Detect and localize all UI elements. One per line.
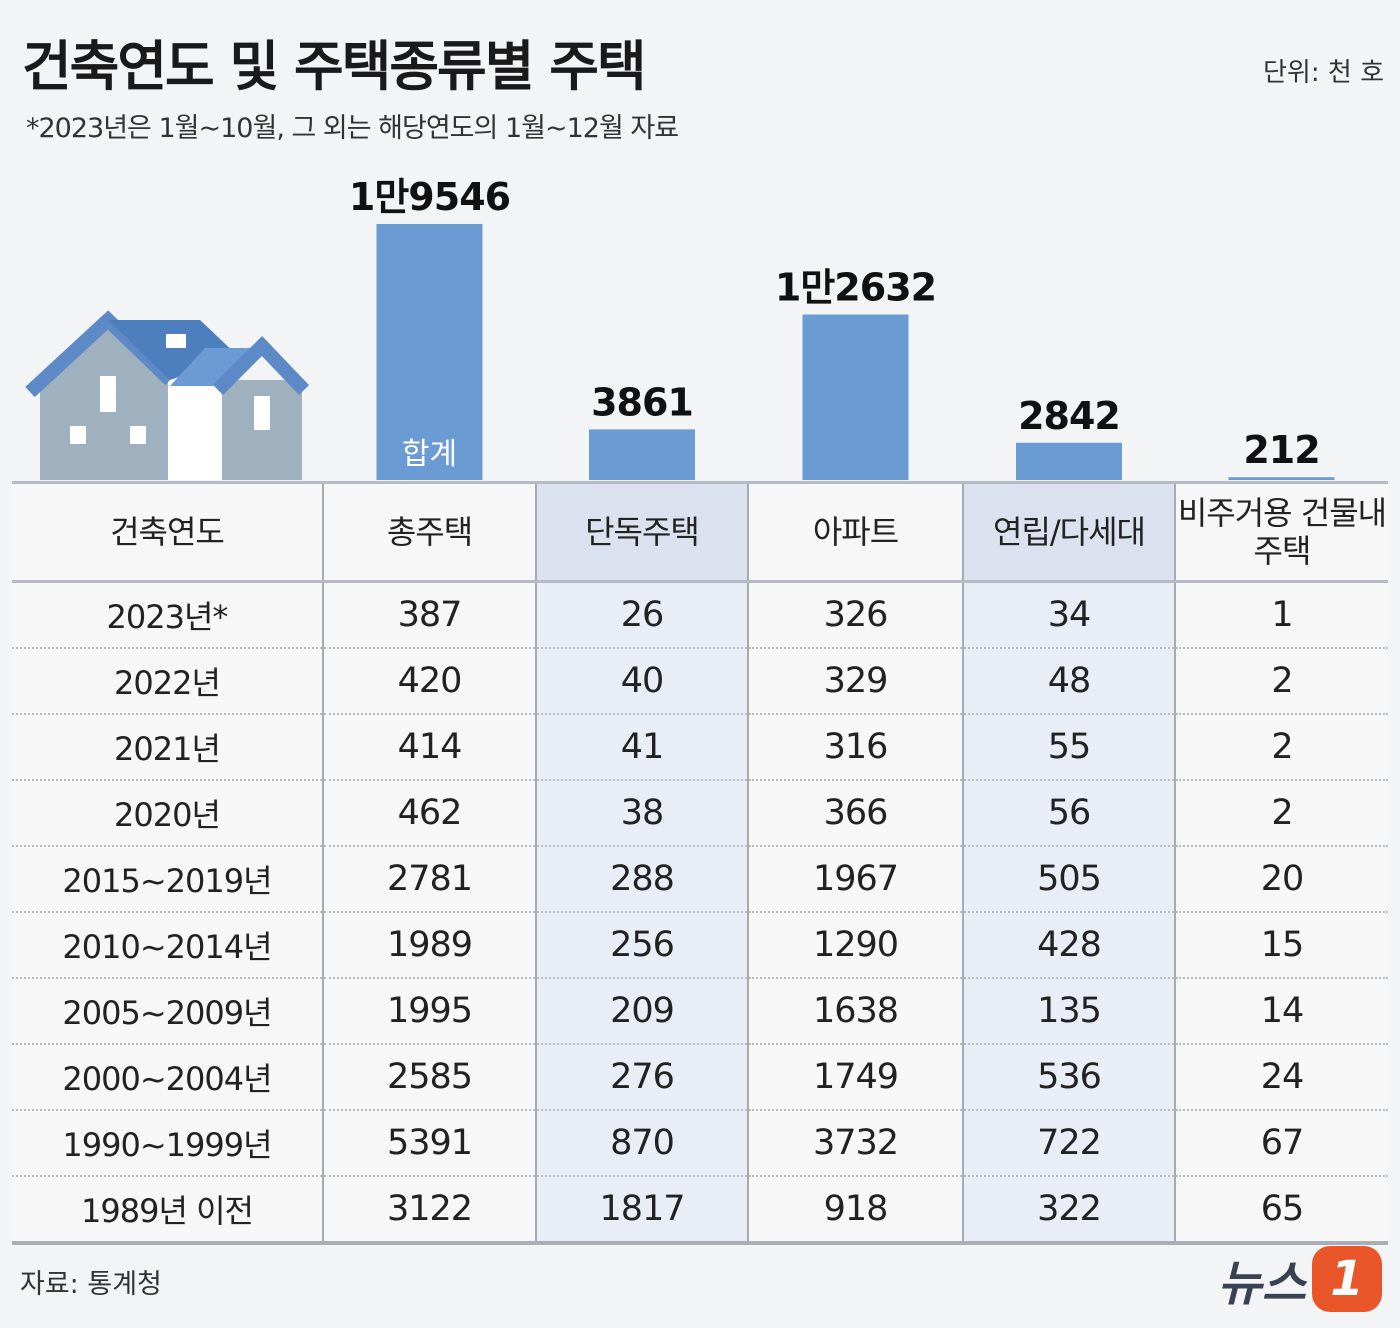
cell: 387 — [322, 581, 536, 649]
table-row: 2015~2019년 2781 288 1967 505 20 — [12, 846, 1388, 913]
cell: 1817 — [535, 1176, 748, 1245]
house-illustration — [25, 310, 310, 480]
cell: 1749 — [747, 1044, 963, 1111]
table-row: 2005~2009년 1995 209 1638 135 14 — [12, 978, 1388, 1045]
cell: 48 — [962, 648, 1175, 715]
column-header: 연립/다세대 — [962, 481, 1175, 583]
cell: 870 — [535, 1110, 748, 1177]
cell: 326 — [747, 581, 963, 649]
logo-mark: 1 — [1312, 1246, 1382, 1312]
cell: 322 — [962, 1176, 1175, 1245]
cell: 41 — [535, 714, 748, 781]
column-header: 아파트 — [747, 481, 963, 583]
cell: 209 — [535, 978, 748, 1045]
cell: 38 — [535, 780, 748, 847]
table-row: 2000~2004년 2585 276 1749 536 24 — [12, 1044, 1388, 1111]
cell: 20 — [1174, 846, 1388, 913]
table-row: 2010~2014년 1989 256 1290 428 15 — [12, 912, 1388, 979]
cell: 536 — [962, 1044, 1175, 1111]
cell: 67 — [1174, 1110, 1388, 1177]
value-label: 212 — [1243, 428, 1319, 472]
cell: 26 — [535, 581, 748, 649]
cell: 2 — [1174, 714, 1388, 781]
data-table: 건축연도 총주택 단독주택 아파트 연립/다세대 비주거용 건물내주택 2023년* 38… — [12, 481, 1388, 1245]
cell: 428 — [962, 912, 1175, 979]
table-row: 2021년 414 41 316 55 2 — [12, 714, 1388, 781]
column-header: 단독주택 — [535, 481, 748, 583]
table-row: 1990~1999년 5391 870 3732 722 67 — [12, 1110, 1388, 1177]
row-label: 2020년 — [12, 780, 323, 847]
logo-text: 뉴스 — [1217, 1256, 1306, 1312]
cell: 1989 — [322, 912, 536, 979]
cell: 414 — [322, 714, 536, 781]
cell: 2585 — [322, 1044, 536, 1111]
cell: 1995 — [322, 978, 536, 1045]
row-label: 2010~2014년 — [12, 912, 323, 979]
bar — [1228, 477, 1335, 480]
subtitle: *2023년은 1월~10월, 그 외는 해당연도의 1월~12월 자료 — [26, 113, 679, 144]
cell: 316 — [747, 714, 963, 781]
cell: 276 — [535, 1044, 748, 1111]
cell: 55 — [962, 714, 1175, 781]
cell: 1638 — [747, 978, 963, 1045]
column-header: 비주거용 건물내주택 — [1174, 481, 1388, 583]
bar-annotation: 합계 — [402, 437, 457, 472]
row-label: 2022년 — [12, 648, 323, 715]
cell: 1 — [1174, 581, 1388, 649]
table-row: 2020년 462 38 366 56 2 — [12, 780, 1388, 847]
bar — [802, 314, 909, 480]
table-row: 2023년* 387 26 326 34 1 — [12, 581, 1388, 649]
title: 건축연도 및 주택종류별 주택 — [22, 35, 647, 98]
cell: 505 — [962, 846, 1175, 913]
bar — [1016, 442, 1122, 480]
cell: 1290 — [747, 912, 963, 979]
row-label: 2005~2009년 — [12, 978, 323, 1045]
source: 자료: 통계청 — [20, 1269, 162, 1300]
cell: 14 — [1174, 978, 1388, 1045]
value-label: 1만2632 — [775, 266, 936, 310]
cell: 2781 — [322, 846, 536, 913]
corner-header: 건축연도 — [12, 481, 323, 583]
row-label: 2021년 — [12, 714, 323, 781]
table-row: 2022년 420 40 329 48 2 — [12, 648, 1388, 715]
unit-note: 단위: 천 호 — [1263, 58, 1384, 88]
cell: 329 — [747, 648, 963, 715]
row-label: 1989년 이전 — [12, 1176, 323, 1245]
cell: 420 — [322, 648, 536, 715]
row-label: 2015~2019년 — [12, 846, 323, 913]
bar-chart: 1만9546 3861 1만2632 2842 212 합계 — [25, 175, 1335, 481]
cell: 2 — [1174, 648, 1388, 715]
cell: 3122 — [322, 1176, 536, 1245]
cell: 5391 — [322, 1110, 536, 1177]
row-label: 2023년* — [12, 581, 323, 649]
cell: 462 — [322, 780, 536, 847]
cell: 918 — [747, 1176, 963, 1245]
logo: 뉴스 1 — [1218, 1244, 1382, 1314]
cell: 15 — [1174, 912, 1388, 979]
cell: 722 — [962, 1110, 1175, 1177]
cell: 256 — [535, 912, 748, 979]
column-header: 총주택 — [322, 481, 536, 583]
cell: 34 — [962, 581, 1175, 649]
table-row: 1989년 이전 3122 1817 918 322 65 — [12, 1176, 1388, 1245]
bar — [589, 429, 695, 480]
header-row: 건축연도 총주택 단독주택 아파트 연립/다세대 비주거용 건물내주택 — [12, 481, 1388, 583]
value-label: 2842 — [1018, 394, 1120, 438]
cell: 24 — [1174, 1044, 1388, 1111]
cell: 40 — [535, 648, 748, 715]
cell: 2 — [1174, 780, 1388, 847]
cell: 65 — [1174, 1176, 1388, 1245]
cell: 366 — [747, 780, 963, 847]
cell: 288 — [535, 846, 748, 913]
value-label: 1만9546 — [349, 175, 510, 219]
cell: 3732 — [747, 1110, 963, 1177]
cell: 56 — [962, 780, 1175, 847]
cell: 1967 — [747, 846, 963, 913]
bar — [376, 223, 483, 481]
row-label: 2000~2004년 — [12, 1044, 323, 1111]
cell: 135 — [962, 978, 1175, 1045]
value-label: 3861 — [591, 380, 693, 424]
row-label: 1990~1999년 — [12, 1110, 323, 1177]
